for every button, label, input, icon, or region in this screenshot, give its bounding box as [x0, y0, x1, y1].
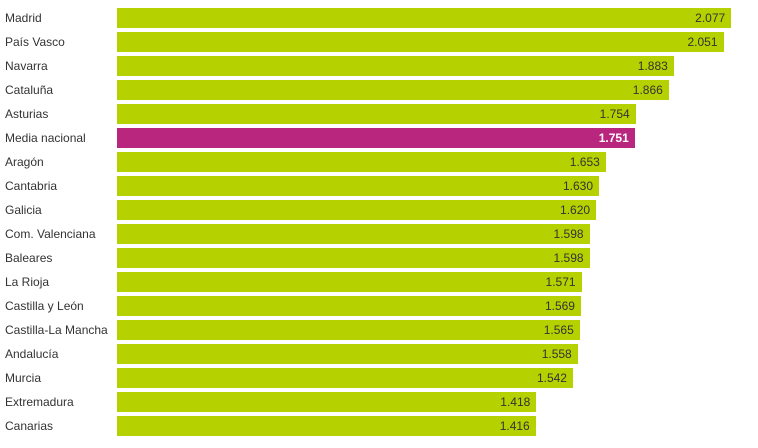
bar: 2.051	[117, 32, 724, 52]
category-label: Media nacional	[5, 131, 86, 145]
data-label: 1.598	[553, 251, 584, 265]
bar: 1.418	[117, 392, 537, 412]
category-label: Castilla-La Mancha	[5, 323, 108, 337]
data-label: 1.565	[543, 323, 574, 337]
data-label: 1.754	[599, 107, 630, 121]
bar-row: Madrid 2.077	[0, 6, 758, 30]
bar-row: Com. Valenciana 1.598	[0, 222, 758, 246]
bar: 1.754	[117, 104, 636, 124]
bar-row: La Rioja 1.571	[0, 270, 758, 294]
data-label: 1.418	[500, 395, 531, 409]
bar: 1.653	[117, 152, 606, 172]
bar-row: Extremadura 1.418	[0, 390, 758, 414]
data-label: 1.751	[598, 131, 629, 145]
bar-row: Canarias 1.416	[0, 414, 758, 438]
category-label: Cataluña	[5, 83, 54, 97]
bar: 1.883	[117, 56, 674, 76]
bar-row: Navarra 1.883	[0, 54, 758, 78]
data-label: 1.598	[553, 227, 584, 241]
bar: 1.542	[117, 368, 573, 388]
bar-row: Murcia 1.542	[0, 366, 758, 390]
data-label: 2.077	[695, 11, 726, 25]
category-label: Murcia	[5, 371, 42, 385]
data-label: 1.571	[545, 275, 576, 289]
bar-row: Andalucía 1.558	[0, 342, 758, 366]
category-label: Castilla y León	[5, 299, 84, 313]
bar-row: País Vasco 2.051	[0, 30, 758, 54]
data-label: 1.416	[499, 419, 530, 433]
bar-row: Galicia 1.620	[0, 198, 758, 222]
bar-row: Media nacional 1.751	[0, 126, 758, 150]
category-label: Galicia	[5, 203, 42, 217]
data-label: 1.630	[562, 179, 593, 193]
category-label: Navarra	[5, 59, 48, 73]
category-label: Aragón	[5, 155, 44, 169]
bar: 1.598	[117, 224, 590, 244]
data-label: 1.620	[560, 203, 591, 217]
category-label: Baleares	[5, 251, 53, 265]
bar: 1.630	[117, 176, 599, 196]
bar: 1.866	[117, 80, 669, 100]
bar-row: Baleares 1.598	[0, 246, 758, 270]
bar-row: Castilla y León 1.569	[0, 294, 758, 318]
data-label: 1.866	[632, 83, 663, 97]
data-label: 2.051	[687, 35, 718, 49]
bar-row: Castilla-La Mancha 1.565	[0, 318, 758, 342]
bar: 1.569	[117, 296, 581, 316]
data-label: 1.542	[536, 371, 567, 385]
data-label: 1.883	[637, 59, 668, 73]
bar: 1.558	[117, 344, 578, 364]
bar-row: Asturias 1.754	[0, 102, 758, 126]
bar: 1.571	[117, 272, 582, 292]
bar: 1.416	[117, 416, 536, 436]
category-label: Canarias	[5, 419, 54, 433]
category-label: Cantabria	[5, 179, 58, 193]
category-label: Madrid	[5, 11, 42, 25]
bar: 1.598	[117, 248, 590, 268]
bar: 2.077	[117, 8, 732, 28]
bar-row: Cataluña 1.866	[0, 78, 758, 102]
category-label: Andalucía	[5, 347, 59, 361]
bar: 1.565	[117, 320, 580, 340]
category-label: Com. Valenciana	[5, 227, 96, 241]
data-label: 1.558	[541, 347, 572, 361]
category-label: La Rioja	[5, 275, 50, 289]
bar-highlight: 1.751	[117, 128, 635, 148]
data-label: 1.653	[569, 155, 600, 169]
category-label: País Vasco	[5, 35, 65, 49]
bar-row: Aragón 1.653	[0, 150, 758, 174]
data-label: 1.569	[544, 299, 575, 313]
category-label: Asturias	[5, 107, 49, 121]
bar: 1.620	[117, 200, 597, 220]
bar-row: Cantabria 1.630	[0, 174, 758, 198]
category-label: Extremadura	[5, 395, 74, 409]
